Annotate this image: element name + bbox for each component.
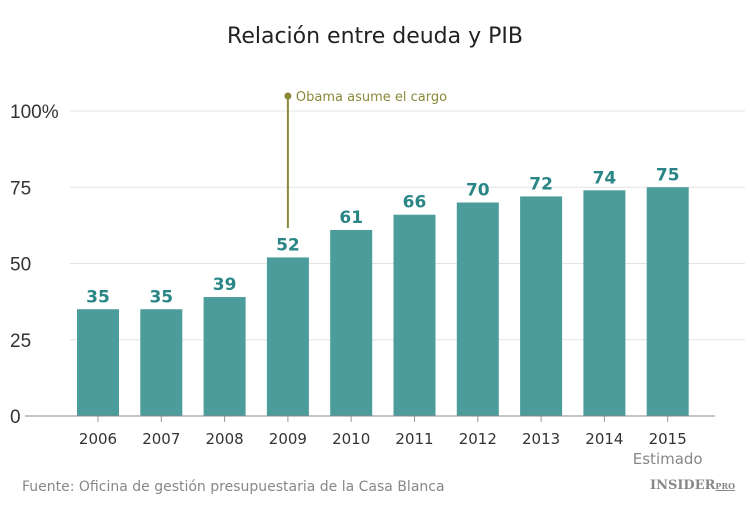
y-tick-label: 0: [10, 407, 21, 428]
data-label-2010: 61: [339, 208, 363, 228]
x-tick-label: 2010: [332, 430, 370, 448]
x-tick-label: 2006: [79, 430, 117, 448]
x-tick-label: 2007: [142, 430, 180, 448]
data-label-2006: 35: [86, 287, 110, 307]
y-tick-label: 100%: [10, 102, 59, 123]
x-tick-label: 2014: [585, 430, 623, 448]
bar-2009: [266, 257, 309, 416]
x-tick-label: 2008: [206, 430, 244, 448]
data-label-2013: 72: [529, 174, 553, 194]
x-tick-label: 2012: [459, 430, 497, 448]
x-tick-label: 2015: [649, 430, 687, 448]
y-tick-label: 50: [10, 255, 31, 276]
data-label-2012: 70: [466, 181, 490, 201]
bar-2007: [140, 309, 183, 416]
x-tick-label: 2013: [522, 430, 560, 448]
data-label-2015: 75: [656, 165, 680, 185]
bar-2008: [203, 297, 246, 416]
bar-2006: [77, 309, 119, 416]
bar-2015: [646, 187, 689, 416]
annotation-dot: [284, 92, 292, 100]
x-tick-label: 2009: [269, 430, 307, 448]
bar-2011: [393, 214, 436, 416]
y-tick-label: 25: [10, 331, 31, 352]
y-tick-label: 75: [10, 178, 31, 199]
data-label-2011: 66: [403, 193, 427, 213]
x-sublabel: Estimado: [633, 450, 703, 468]
chart-title: Relación entre deuda y PIB: [227, 24, 523, 49]
bar-2013: [520, 196, 563, 416]
bar-2014: [583, 190, 626, 416]
annotation-text: Obama asume el cargo: [296, 90, 447, 105]
data-label-2014: 74: [593, 168, 617, 188]
bar-2012: [456, 202, 499, 416]
x-tick-label: 2011: [395, 430, 433, 448]
data-label-2007: 35: [149, 287, 173, 307]
data-label-2009: 52: [276, 235, 300, 255]
data-label-2008: 39: [213, 275, 237, 295]
bar-2010: [330, 229, 373, 416]
insider-pro-logo: INSIDERPRO: [650, 478, 736, 493]
source-note: Fuente: Oficina de gestión presupuestari…: [22, 479, 445, 495]
